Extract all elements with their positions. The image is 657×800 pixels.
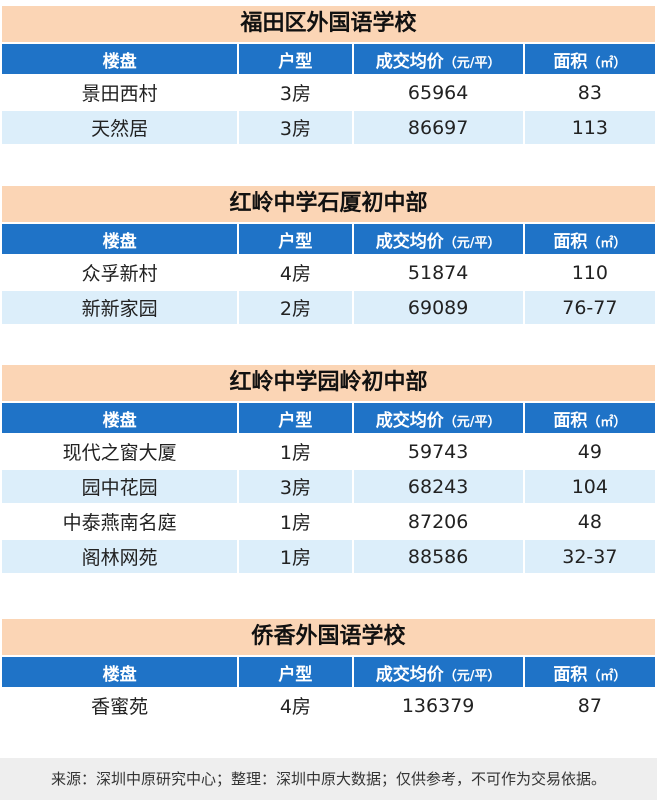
cell-area: 113 bbox=[524, 111, 655, 144]
price-table: 楼盘 户型 成交均价（元/平） 面积（㎡） 景田西村 3房 65964 83 天… bbox=[0, 42, 657, 146]
header-price-label: 成交均价 bbox=[375, 51, 444, 72]
cell-type: 1房 bbox=[239, 505, 352, 538]
header-area: 面积（㎡） bbox=[524, 657, 655, 687]
cell-type: 1房 bbox=[239, 435, 352, 468]
header-area-unit: （㎡） bbox=[587, 55, 627, 71]
cell-type: 3房 bbox=[239, 111, 352, 144]
header-area-unit: （㎡） bbox=[587, 235, 627, 251]
table-row: 新新家园 2房 69089 76-77 bbox=[2, 291, 655, 324]
cell-price: 59743 bbox=[353, 435, 523, 468]
cell-property: 新新家园 bbox=[2, 291, 238, 324]
cell-type: 3房 bbox=[239, 76, 352, 109]
cell-type: 3房 bbox=[239, 470, 352, 503]
header-type: 户型 bbox=[239, 44, 352, 74]
cell-property: 天然居 bbox=[2, 111, 238, 144]
cell-area: 49 bbox=[524, 435, 655, 468]
cell-area: 48 bbox=[524, 505, 655, 538]
cell-area: 104 bbox=[524, 470, 655, 503]
cell-price: 69089 bbox=[353, 291, 523, 324]
cell-price: 65964 bbox=[353, 76, 523, 109]
price-table: 楼盘 户型 成交均价（元/平） 面积（㎡） 现代之窗大厦 1房 59743 49… bbox=[0, 401, 657, 575]
cell-area: 32-37 bbox=[524, 540, 655, 573]
table-row: 景田西村 3房 65964 83 bbox=[2, 76, 655, 109]
table-row: 现代之窗大厦 1房 59743 49 bbox=[2, 435, 655, 468]
header-area-label: 面积 bbox=[553, 664, 588, 685]
header-area: 面积（㎡） bbox=[524, 44, 655, 74]
cell-type: 4房 bbox=[239, 689, 352, 722]
cell-price: 87206 bbox=[353, 505, 523, 538]
header-property: 楼盘 bbox=[2, 403, 238, 433]
header-area-label: 面积 bbox=[553, 51, 588, 72]
header-area-unit: （㎡） bbox=[587, 668, 627, 684]
section-title: 福田区外国语学校 bbox=[2, 6, 655, 42]
cell-price: 68243 bbox=[353, 470, 523, 503]
header-price-label: 成交均价 bbox=[375, 410, 444, 431]
header-property: 楼盘 bbox=[2, 224, 238, 254]
table-header: 楼盘 户型 成交均价（元/平） 面积（㎡） bbox=[2, 657, 655, 687]
cell-property: 香蜜苑 bbox=[2, 689, 238, 722]
header-price-unit: （元/平） bbox=[443, 668, 501, 684]
cell-area: 76-77 bbox=[524, 291, 655, 324]
table-header: 楼盘 户型 成交均价（元/平） 面积（㎡） bbox=[2, 403, 655, 433]
cell-price: 136379 bbox=[353, 689, 523, 722]
cell-price: 86697 bbox=[353, 111, 523, 144]
section-title: 红岭中学石厦初中部 bbox=[2, 186, 655, 222]
header-price-unit: （元/平） bbox=[443, 235, 501, 251]
header-price: 成交均价（元/平） bbox=[353, 44, 523, 74]
cell-property: 园中花园 bbox=[2, 470, 238, 503]
cell-property: 阁林网苑 bbox=[2, 540, 238, 573]
cell-area: 83 bbox=[524, 76, 655, 109]
header-type: 户型 bbox=[239, 403, 352, 433]
header-property: 楼盘 bbox=[2, 657, 238, 687]
section-hongling-shixia: 红岭中学石厦初中部 楼盘 户型 成交均价（元/平） 面积（㎡） 众孚新村 4房 … bbox=[0, 186, 657, 326]
table-row: 园中花园 3房 68243 104 bbox=[2, 470, 655, 503]
table-row: 香蜜苑 4房 136379 87 bbox=[2, 689, 655, 722]
header-area-unit: （㎡） bbox=[587, 414, 627, 430]
cell-type: 1房 bbox=[239, 540, 352, 573]
cell-type: 4房 bbox=[239, 256, 352, 289]
section-futian: 福田区外国语学校 楼盘 户型 成交均价（元/平） 面积（㎡） 景田西村 3房 6… bbox=[0, 6, 657, 146]
header-price-unit: （元/平） bbox=[443, 414, 501, 430]
cell-type: 2房 bbox=[239, 291, 352, 324]
header-area: 面积（㎡） bbox=[524, 224, 655, 254]
price-table: 楼盘 户型 成交均价（元/平） 面积（㎡） 众孚新村 4房 51874 110 … bbox=[0, 222, 657, 326]
header-price: 成交均价（元/平） bbox=[353, 403, 523, 433]
table-row: 天然居 3房 86697 113 bbox=[2, 111, 655, 144]
header-property: 楼盘 bbox=[2, 44, 238, 74]
cell-property: 众孚新村 bbox=[2, 256, 238, 289]
section-title: 红岭中学园岭初中部 bbox=[2, 365, 655, 401]
section-hongling-yuanling: 红岭中学园岭初中部 楼盘 户型 成交均价（元/平） 面积（㎡） 现代之窗大厦 1… bbox=[0, 365, 657, 575]
cell-property: 景田西村 bbox=[2, 76, 238, 109]
header-price: 成交均价（元/平） bbox=[353, 224, 523, 254]
header-area-label: 面积 bbox=[553, 410, 588, 431]
cell-price: 88586 bbox=[353, 540, 523, 573]
header-price: 成交均价（元/平） bbox=[353, 657, 523, 687]
table-row: 众孚新村 4房 51874 110 bbox=[2, 256, 655, 289]
section-title: 侨香外国语学校 bbox=[2, 619, 655, 655]
cell-area: 87 bbox=[524, 689, 655, 722]
header-price-label: 成交均价 bbox=[375, 231, 444, 252]
price-table: 楼盘 户型 成交均价（元/平） 面积（㎡） 香蜜苑 4房 136379 87 bbox=[0, 655, 657, 724]
header-type: 户型 bbox=[239, 657, 352, 687]
table-header: 楼盘 户型 成交均价（元/平） 面积（㎡） bbox=[2, 224, 655, 254]
table-header: 楼盘 户型 成交均价（元/平） 面积（㎡） bbox=[2, 44, 655, 74]
header-type: 户型 bbox=[239, 224, 352, 254]
section-qiaoxiang: 侨香外国语学校 楼盘 户型 成交均价（元/平） 面积（㎡） 香蜜苑 4房 136… bbox=[0, 619, 657, 724]
cell-area: 110 bbox=[524, 256, 655, 289]
header-area: 面积（㎡） bbox=[524, 403, 655, 433]
table-row: 中泰燕南名庭 1房 87206 48 bbox=[2, 505, 655, 538]
table-row: 阁林网苑 1房 88586 32-37 bbox=[2, 540, 655, 573]
header-price-unit: （元/平） bbox=[443, 55, 501, 71]
cell-property: 现代之窗大厦 bbox=[2, 435, 238, 468]
source-footer: 来源：深圳中原研究中心；整理：深圳中原大数据；仅供参考，不可作为交易依据。 bbox=[0, 758, 657, 800]
cell-property: 中泰燕南名庭 bbox=[2, 505, 238, 538]
cell-price: 51874 bbox=[353, 256, 523, 289]
header-area-label: 面积 bbox=[553, 231, 588, 252]
header-price-label: 成交均价 bbox=[375, 664, 444, 685]
